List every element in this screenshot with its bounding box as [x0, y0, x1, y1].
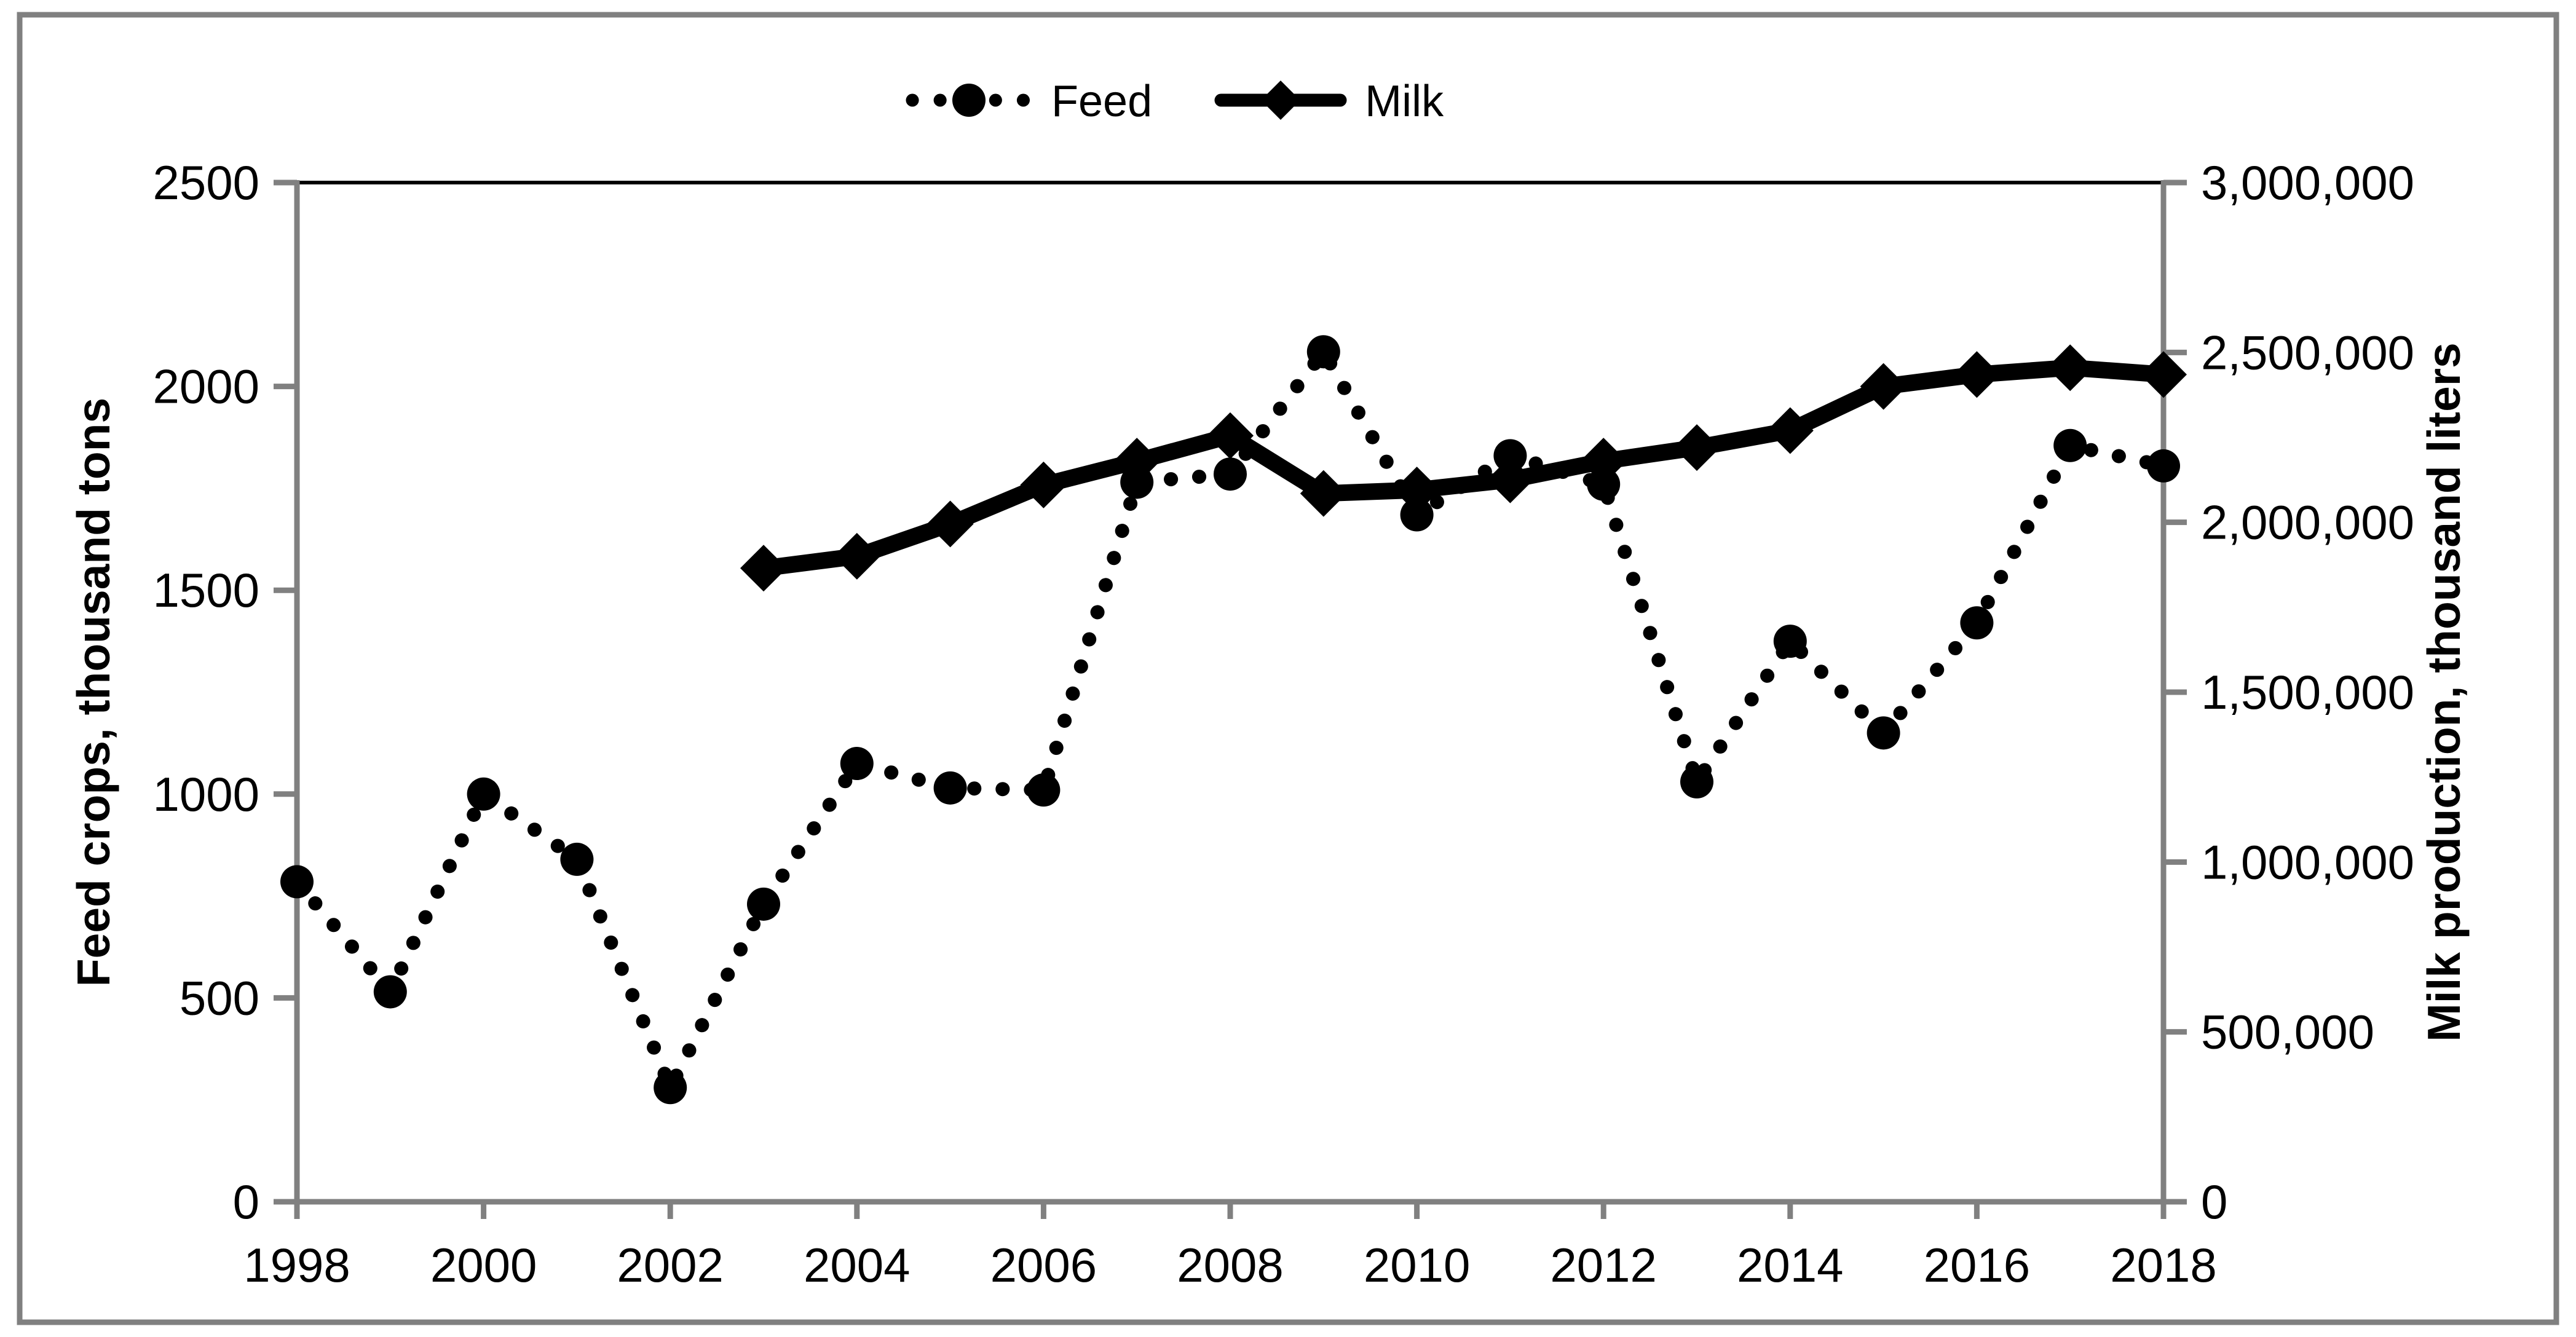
x-axis-tick-label: 2006	[990, 1238, 1097, 1292]
right-axis-tick-label: 3,000,000	[2201, 156, 2414, 210]
left-axis-tick-label: 1500	[152, 563, 259, 617]
feed-circle-marker	[840, 747, 874, 781]
x-axis-tick-label: 2002	[617, 1238, 724, 1292]
milk-diamond-marker	[1673, 424, 1720, 471]
milk-diamond-marker	[1300, 470, 1347, 517]
x-axis-tick-label: 2016	[1924, 1238, 2031, 1292]
legend-label-milk: Milk	[1365, 77, 1444, 126]
milk-diamond-marker	[1207, 412, 1254, 459]
right-axis-tick-label: 0	[2201, 1175, 2227, 1229]
right-axis-tick-label: 500,000	[2201, 1005, 2374, 1059]
feed-circle-marker	[933, 771, 967, 805]
right-axis-title: Milk production, thousand liters	[2418, 342, 2470, 1042]
left-axis-tick-label: 1000	[152, 767, 259, 821]
right-axis-tick-label: 2,000,000	[2201, 495, 2414, 550]
left-axis-tick-label: 2500	[152, 156, 259, 210]
legend: Feed Milk	[904, 69, 1444, 134]
x-axis-tick-label: 2004	[804, 1238, 911, 1292]
feed-circle-marker	[747, 887, 780, 921]
right-axis-tick-label: 1,500,000	[2201, 665, 2414, 719]
right-axis-tick-label: 1,000,000	[2201, 835, 2414, 889]
milk-line	[755, 359, 2172, 577]
feed-circle-marker	[280, 865, 314, 899]
milk-diamond-marker	[2140, 351, 2187, 398]
figure-border	[17, 12, 2559, 1325]
x-axis-tick-label: 1998	[243, 1238, 350, 1292]
feed-dotted-line-icon	[904, 79, 1034, 125]
feed-circle-marker	[1306, 335, 1340, 369]
feed-circle-marker	[1400, 498, 1434, 532]
feed-circle-marker	[2053, 428, 2087, 462]
feed-circle-marker	[560, 842, 594, 876]
milk-diamond-marker	[833, 532, 880, 580]
milk-diamond-marker	[926, 500, 974, 548]
legend-item-milk: Milk	[1214, 76, 1444, 128]
milk-diamond-marker	[1487, 456, 1534, 503]
x-axis-tick-label: 2018	[2110, 1238, 2217, 1292]
milk-diamond-marker	[1953, 351, 2001, 398]
feed-circle-marker	[1867, 716, 1900, 750]
milk-diamond-marker	[1020, 461, 1067, 508]
x-axis-tick-label: 2000	[430, 1238, 537, 1292]
milk-solid-line-icon	[1214, 76, 1348, 128]
right-axis-tick-label: 2,500,000	[2201, 325, 2414, 379]
left-axis-title: Feed crops, thousand tons	[68, 397, 119, 987]
x-axis-tick-label: 2008	[1177, 1238, 1284, 1292]
left-axis-tick-label: 500	[180, 971, 259, 1025]
feed-circle-marker	[1680, 765, 1713, 799]
x-axis-tick-label: 2010	[1364, 1238, 1471, 1292]
x-axis-tick-label: 2014	[1737, 1238, 1844, 1292]
feed-circle-marker	[1960, 606, 1994, 640]
feed-circle-marker	[1493, 439, 1527, 473]
feed-circle-marker	[1027, 773, 1061, 807]
milk-diamond-marker	[1393, 467, 1440, 514]
legend-label-feed: Feed	[1051, 77, 1153, 126]
left-axis-tick-label: 0	[233, 1175, 259, 1229]
feed-circle-marker	[1587, 467, 1621, 501]
milk-diamond-marker	[2047, 344, 2094, 392]
feed-circle-marker	[373, 975, 407, 1009]
feed-circle-marker	[1120, 465, 1154, 499]
feed-circle-marker	[1214, 457, 1247, 491]
milk-diamond-marker	[740, 545, 787, 592]
feed-circle-marker	[2147, 449, 2180, 483]
milk-diamond-marker	[1860, 363, 1907, 410]
left-axis-tick-label: 2000	[152, 360, 259, 414]
feed-circle-marker	[1773, 625, 1807, 658]
milk-diamond-marker	[1766, 407, 1814, 454]
x-axis-tick-label: 2012	[1550, 1238, 1657, 1292]
feed-circle-marker	[654, 1071, 687, 1105]
feed-circle-marker	[467, 777, 500, 811]
legend-item-feed: Feed	[904, 76, 1152, 127]
